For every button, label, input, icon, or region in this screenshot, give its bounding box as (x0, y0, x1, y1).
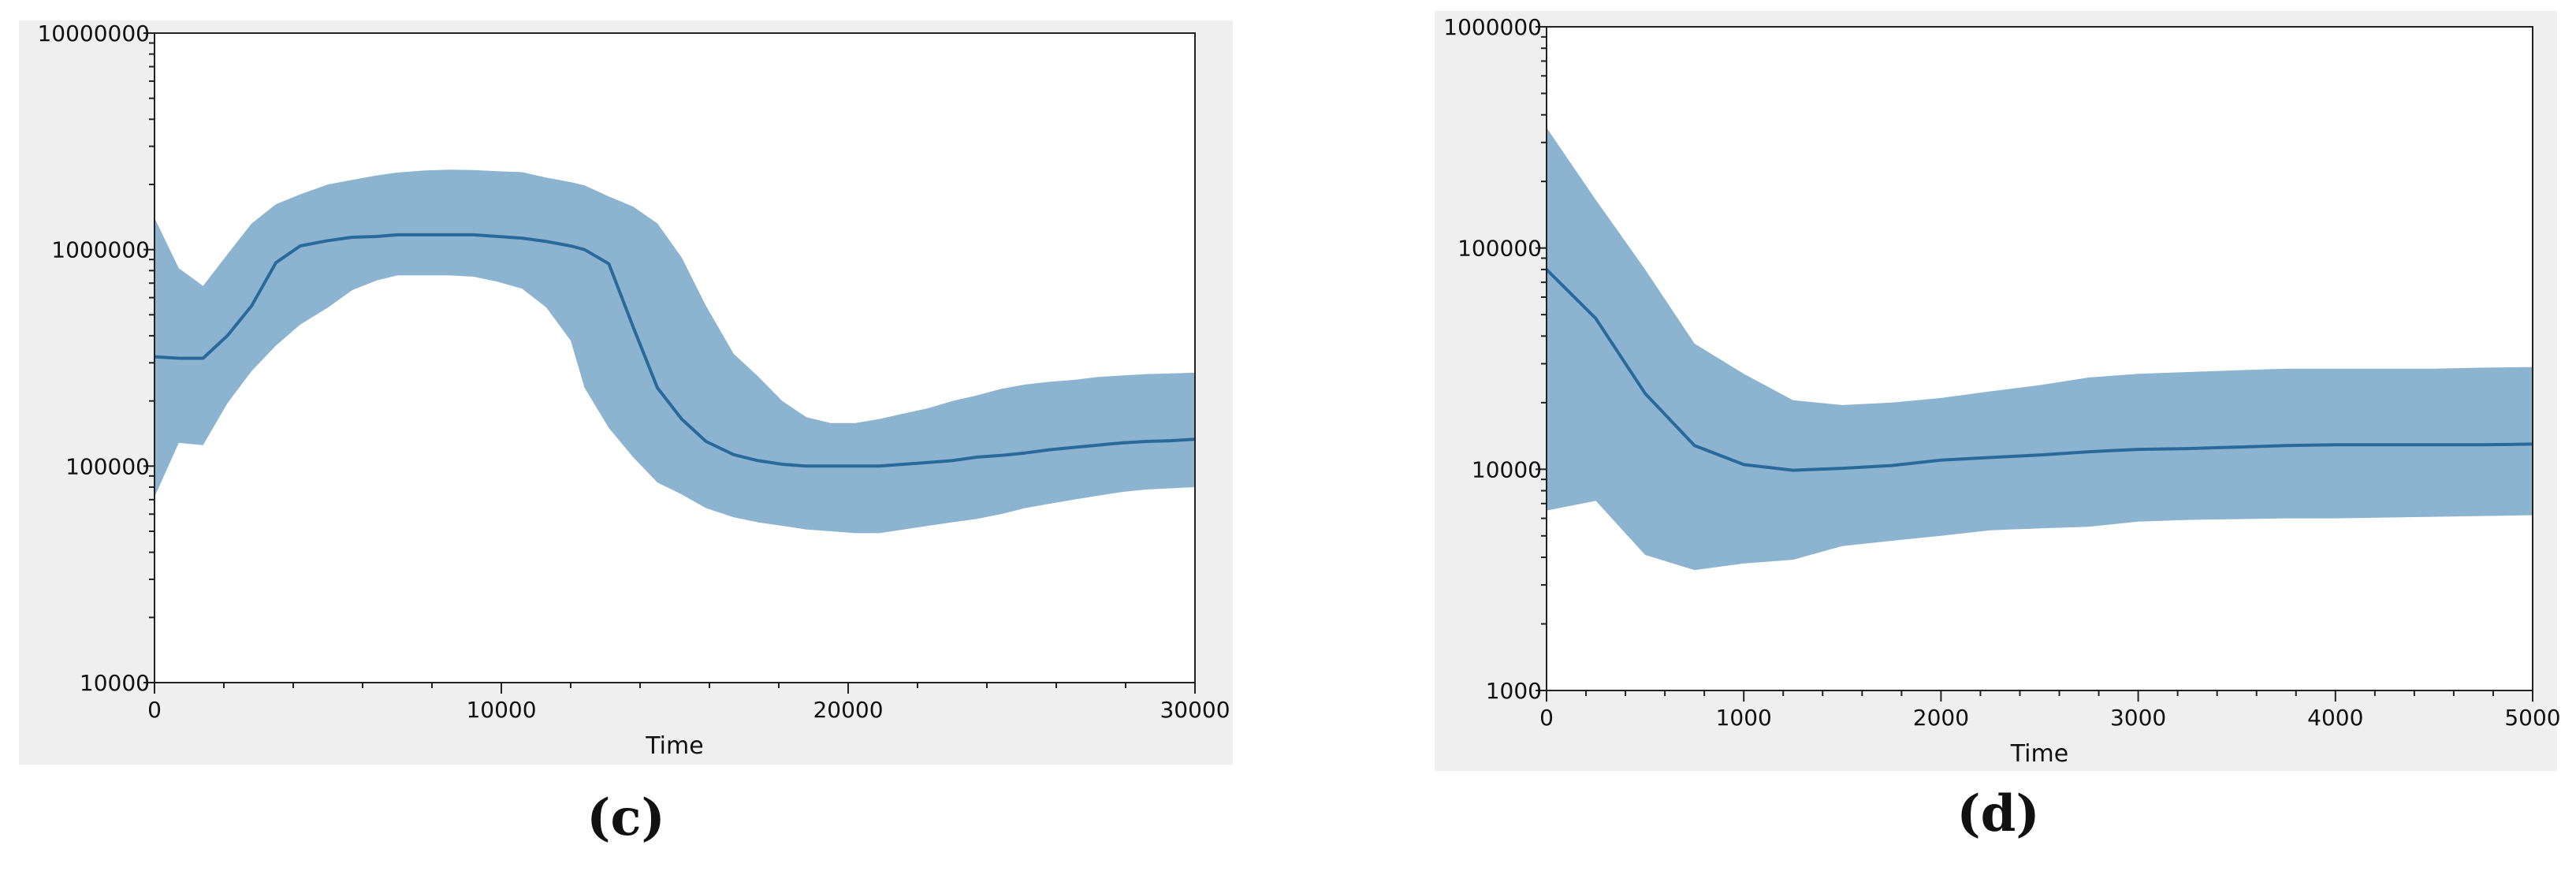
hpd-band-d (1547, 128, 2533, 571)
y-tick-label: 1000000 (1443, 14, 1542, 40)
panel-label-d: (d) (1956, 784, 2040, 843)
y-tick-label: 10000000 (37, 20, 150, 47)
y-tick-label: 10000 (1472, 456, 1542, 482)
plot-frame-d (1546, 26, 2533, 691)
x-tick-label: 4000 (2307, 705, 2363, 731)
y-tick-label: 1000 (1486, 678, 1542, 704)
x-tick-label: 2000 (1913, 705, 1969, 731)
x-tick-label: 0 (147, 697, 162, 723)
x-tick-label: 20000 (813, 697, 883, 723)
hpd-band-c (154, 169, 1195, 534)
y-tick-label: 100000 (1457, 236, 1542, 262)
x-tick-label: 10000 (466, 697, 536, 723)
median-line-d (1545, 268, 2533, 472)
x-axis-title-d: Time (2010, 740, 2068, 768)
panel-label-c: (c) (586, 788, 665, 847)
x-axis-title-c: Time (645, 732, 703, 760)
x-tick-label: 3000 (2110, 705, 2166, 731)
plot-frame-c (154, 32, 1196, 683)
x-tick-label: 5000 (2504, 705, 2560, 731)
y-tick-label: 10000 (80, 670, 150, 696)
x-tick-label: 0 (1539, 705, 1554, 731)
y-tick-label: 100000 (65, 453, 150, 479)
x-tick-label: 1000 (1716, 705, 1772, 731)
median-line-c (154, 233, 1196, 468)
y-tick-label: 1000000 (51, 237, 150, 263)
x-tick-label: 30000 (1160, 697, 1230, 723)
